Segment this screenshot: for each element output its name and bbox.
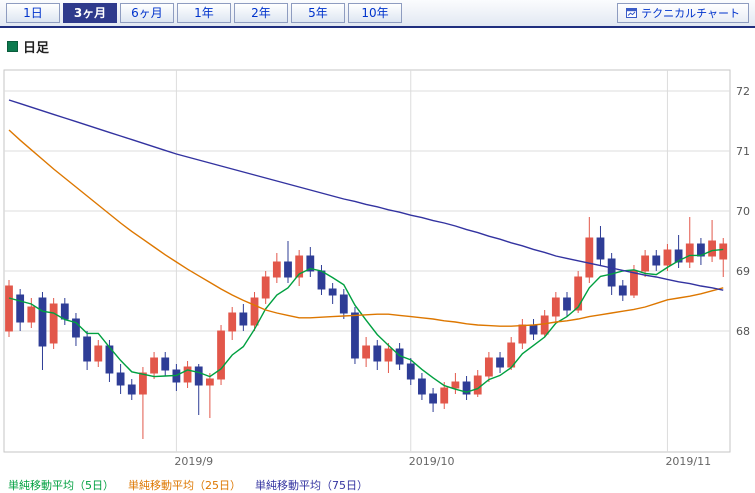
legend-ma5: 単純移動平均（5日） <box>8 479 114 492</box>
tab-1year[interactable]: 1年 <box>177 3 231 23</box>
technical-chart-label: テクニカルチャート <box>641 7 740 20</box>
svg-text:2019/11: 2019/11 <box>665 455 711 468</box>
svg-text:70: 70 <box>736 205 750 218</box>
period-tabbar: 1日 3ヶ月 6ヶ月 1年 2年 5年 10年 テクニカルチャート <box>0 0 755 28</box>
svg-text:2019/9: 2019/9 <box>174 455 213 468</box>
period-tabs: 1日 3ヶ月 6ヶ月 1年 2年 5年 10年 <box>6 3 402 23</box>
technical-chart-icon <box>626 8 638 18</box>
svg-text:2019/10: 2019/10 <box>409 455 455 468</box>
section-title: 日足 <box>23 41 50 56</box>
svg-text:71: 71 <box>736 145 750 158</box>
technical-chart-button[interactable]: テクニカルチャート <box>617 3 749 23</box>
tab-2years[interactable]: 2年 <box>234 3 288 23</box>
tab-5years[interactable]: 5年 <box>291 3 345 23</box>
chart-legend: 単純移動平均（5日） 単純移動平均（25日） 単純移動平均（75日） <box>8 477 368 493</box>
svg-text:72: 72 <box>736 85 750 98</box>
section-bullet-icon <box>7 41 18 52</box>
tab-3months[interactable]: 3ヶ月 <box>63 3 117 23</box>
tab-6months[interactable]: 6ヶ月 <box>120 3 174 23</box>
section-header: 日足 <box>7 37 49 56</box>
tab-1day[interactable]: 1日 <box>6 3 60 23</box>
candlestick-chart: 72 71 70 69 68 2019/9 2019/10 2019/11 <box>3 69 750 468</box>
svg-text:69: 69 <box>736 265 750 278</box>
legend-ma25: 単純移動平均（25日） <box>128 479 241 492</box>
legend-ma75: 単純移動平均（75日） <box>255 479 368 492</box>
tab-10years[interactable]: 10年 <box>348 3 402 23</box>
svg-text:68: 68 <box>736 325 750 338</box>
